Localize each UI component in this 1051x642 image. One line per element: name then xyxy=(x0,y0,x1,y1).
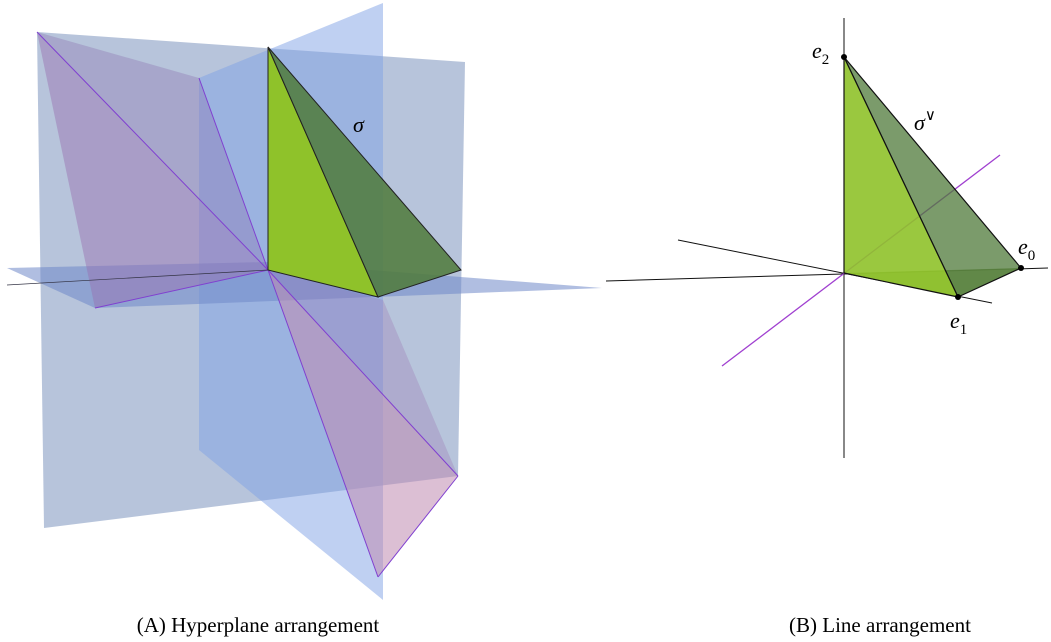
label-sup: ∨ xyxy=(925,108,936,124)
hyperplane-arrangement: σ (A) Hyperplane arrangement xyxy=(7,3,602,637)
line-arrangement: σ∨ e2 e0 e1 (B) Line arrangement xyxy=(606,18,1048,637)
point xyxy=(1018,265,1024,271)
point-label: e0 xyxy=(1018,234,1035,264)
label-sub: 1 xyxy=(960,322,968,338)
caption: (A) Hyperplane arrangement xyxy=(137,613,380,637)
point-label: e1 xyxy=(950,308,967,338)
sigma-dual-label: σ∨ xyxy=(914,108,936,135)
point-label: e2 xyxy=(812,38,829,68)
label-base: e xyxy=(950,308,960,333)
label-base: e xyxy=(1018,234,1028,259)
point xyxy=(841,54,847,60)
label-sub: 0 xyxy=(1028,248,1036,264)
label-base: e xyxy=(812,38,822,63)
point xyxy=(955,294,961,300)
label-sub: 2 xyxy=(822,52,830,68)
sigma-label: σ xyxy=(353,112,365,137)
figure: σ (A) Hyperplane arrangement σ∨ e2 e0 e1… xyxy=(0,0,1051,642)
caption: (B) Line arrangement xyxy=(789,613,971,637)
